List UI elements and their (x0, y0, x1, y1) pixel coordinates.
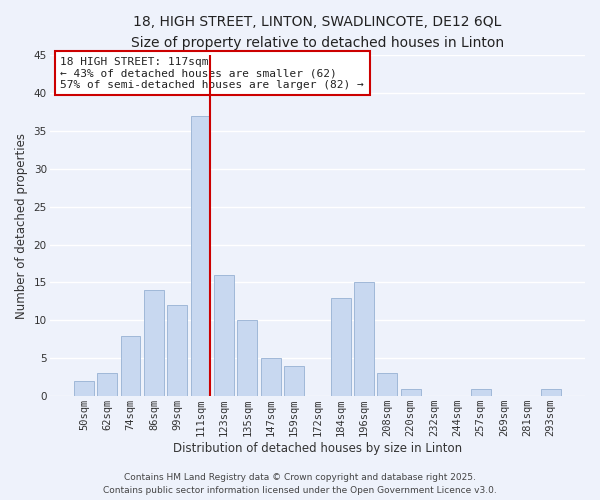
Bar (191, 116, 211, 396)
Bar (331, 298, 350, 396)
Bar (284, 366, 304, 396)
Y-axis label: Number of detached properties: Number of detached properties (15, 132, 28, 318)
Bar (260, 358, 281, 396)
Bar (97, 374, 117, 396)
Bar (401, 388, 421, 396)
Bar (238, 320, 257, 396)
Bar (471, 388, 491, 396)
Bar (354, 282, 374, 396)
Bar (74, 381, 94, 396)
X-axis label: Distribution of detached houses by size in Linton: Distribution of detached houses by size … (173, 442, 462, 455)
Title: 18, HIGH STREET, LINTON, SWADLINCOTE, DE12 6QL
Size of property relative to deta: 18, HIGH STREET, LINTON, SWADLINCOTE, DE… (131, 15, 504, 50)
Bar (377, 374, 397, 396)
Bar (214, 275, 234, 396)
Bar (541, 388, 560, 396)
Text: Contains HM Land Registry data © Crown copyright and database right 2025.
Contai: Contains HM Land Registry data © Crown c… (103, 474, 497, 495)
Bar (121, 336, 140, 396)
Bar (144, 290, 164, 396)
Text: 18 HIGH STREET: 117sqm
← 43% of detached houses are smaller (62)
57% of semi-det: 18 HIGH STREET: 117sqm ← 43% of detached… (60, 56, 364, 90)
Bar (167, 305, 187, 396)
